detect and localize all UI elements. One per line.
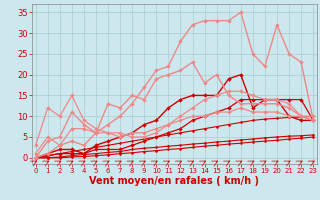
X-axis label: Vent moyen/en rafales ( km/h ): Vent moyen/en rafales ( km/h ) xyxy=(89,176,260,186)
